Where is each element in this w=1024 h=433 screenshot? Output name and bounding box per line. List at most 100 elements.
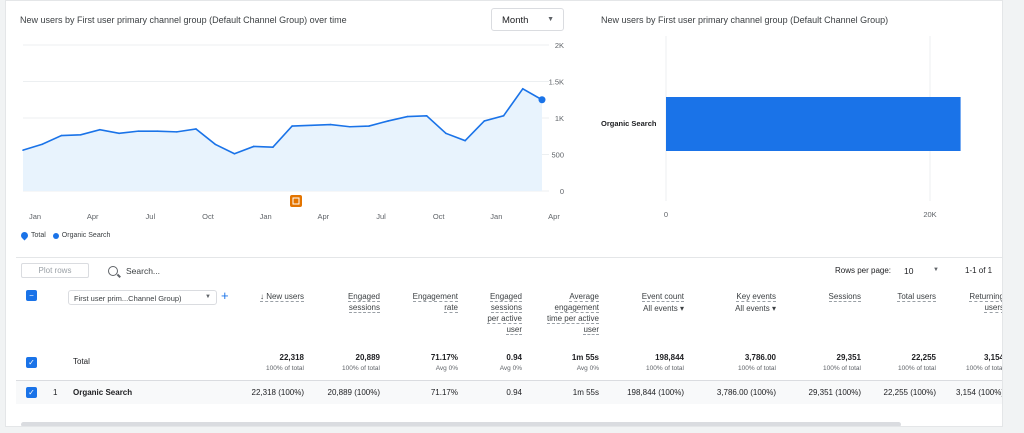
column-header[interactable]: Average engagement time per active user	[539, 291, 599, 335]
line-chart-title: New users by First user primary channel …	[20, 15, 347, 25]
total-value: 22,318	[279, 353, 304, 362]
data-point	[214, 143, 217, 146]
search-box[interactable]: Search...	[108, 262, 428, 279]
plot-rows-button[interactable]: Plot rows	[21, 263, 89, 278]
total-value: 20,889	[355, 353, 380, 362]
y-tick-label: 2K	[555, 41, 564, 50]
rows-per-page-select[interactable]: 10	[904, 266, 914, 276]
data-point	[175, 131, 178, 133]
data-point	[137, 130, 140, 132]
data-point	[99, 128, 101, 131]
data-point	[60, 134, 63, 137]
chevron-down-icon: ▼	[205, 294, 211, 300]
chevron-down-icon[interactable]: ▼	[933, 267, 939, 273]
row-value: 22,318 (100%)	[251, 388, 304, 397]
x-tick-label: Jul	[376, 212, 386, 221]
series-line-organic-search	[22, 87, 543, 155]
column-header[interactable]: Engaged sessions	[320, 291, 380, 313]
data-point	[41, 143, 44, 146]
data-point	[464, 139, 466, 142]
x-tick-label: Oct	[202, 212, 215, 221]
search-icon	[108, 265, 118, 276]
bar-organic-search	[666, 97, 961, 151]
x-tick-label: 0	[664, 210, 668, 219]
column-header-label: Engaged sessions	[347, 292, 380, 313]
total-row-checkbox[interactable]: ✓	[26, 357, 37, 368]
column-header[interactable]: Engaged sessions per active user	[480, 291, 522, 335]
total-value: 198,844	[655, 353, 684, 362]
row-dimension-value[interactable]: Organic Search	[73, 388, 133, 397]
total-value: 22,255	[911, 353, 936, 362]
column-header[interactable]: ↓ New users	[234, 291, 304, 302]
data-point	[272, 146, 274, 148]
bar-chart[interactable]: Organic Search 0 20K	[596, 31, 996, 231]
total-subtext: 100% of total	[823, 365, 861, 372]
column-header-label: Total users	[897, 292, 936, 302]
data-point	[310, 124, 313, 127]
rows-per-page-label: Rows per page:	[835, 266, 892, 275]
column-header[interactable]: Key events All events ▾	[706, 291, 776, 314]
period-select[interactable]: Month ▼	[491, 8, 564, 31]
select-all-checkbox[interactable]: −	[26, 290, 37, 301]
period-select-value: Month	[502, 15, 529, 26]
x-tick-label: Jul	[146, 212, 156, 221]
data-point	[406, 115, 409, 118]
y-tick-label: 0	[560, 187, 564, 196]
column-header-label: Returning users	[969, 292, 1003, 313]
horizontal-scrollbar[interactable]	[21, 422, 901, 426]
row-value: 3,154 (100%)	[955, 388, 1003, 397]
row-checkbox[interactable]: ✓	[26, 387, 37, 398]
column-header[interactable]: Total users	[881, 291, 936, 302]
x-tick-label: Apr	[548, 212, 560, 221]
organic-legend-icon	[52, 232, 59, 239]
data-point	[291, 125, 293, 127]
column-header[interactable]: Engagement rate	[398, 291, 458, 313]
column-header[interactable]: Sessions	[801, 291, 861, 302]
chevron-down-icon: ▼	[547, 16, 554, 23]
pagination-info: 1-1 of 1	[965, 266, 993, 275]
data-point	[445, 132, 447, 135]
data-point	[22, 149, 24, 151]
total-subtext: 100% of total	[898, 365, 936, 372]
total-subtext: 100% of total	[342, 365, 380, 372]
column-header[interactable]: Returning users	[964, 291, 1003, 313]
annotation-glyph	[292, 197, 300, 205]
row-value: 71.17%	[430, 388, 458, 397]
total-value: 29,351	[836, 353, 861, 362]
data-point	[521, 88, 524, 90]
row-value: 22,255 (100%)	[883, 388, 936, 397]
total-subtext: 100% of total	[266, 365, 304, 372]
column-header-label: Key events	[736, 292, 776, 302]
total-value: 3,154	[983, 353, 1003, 362]
row-value: 29,351 (100%)	[808, 388, 861, 397]
column-header-label: Sessions	[828, 292, 861, 302]
line-chart[interactable]: 2K 1.5K 1K 500 0 Jan Apr Jul Oct Jan Apr Jul Oct Jan A…	[6, 31, 586, 256]
search-input[interactable]: Search...	[126, 265, 161, 276]
total-value: 71.17%	[430, 353, 458, 362]
data-point	[368, 125, 370, 127]
data-point	[118, 132, 120, 135]
column-header[interactable]: Event count All events ▾	[614, 291, 684, 314]
row-value: 1m 55s	[572, 388, 599, 397]
table-row[interactable]	[16, 381, 1002, 404]
column-header-label: ↓ New users	[259, 292, 304, 302]
total-subtext: Avg 0%	[499, 365, 522, 372]
dimension-select[interactable]: First user prim...Channel Group) ▼	[68, 290, 217, 305]
y-tick-label: 1K	[555, 114, 564, 123]
x-tick-label: 20K	[923, 210, 936, 219]
row-index: 1	[53, 388, 58, 397]
calendar-note-icon	[290, 195, 302, 207]
column-event-filter[interactable]: All events ▾	[735, 304, 776, 313]
column-header-label: Engaged sessions per active user	[487, 292, 522, 335]
total-value: 0.94	[506, 353, 522, 362]
data-point	[502, 115, 505, 117]
column-event-filter[interactable]: All events ▾	[643, 304, 684, 313]
data-point	[348, 125, 351, 128]
data-point	[425, 115, 428, 117]
add-dimension-icon[interactable]: +	[221, 288, 229, 303]
legend-total[interactable]: Total	[31, 232, 46, 239]
line-chart-legend: Total Organic Search	[19, 230, 111, 241]
total-subtext: 100% of total	[738, 365, 776, 372]
legend-organic-search[interactable]: Organic Search	[61, 232, 111, 239]
x-tick-label: Apr	[317, 212, 329, 221]
